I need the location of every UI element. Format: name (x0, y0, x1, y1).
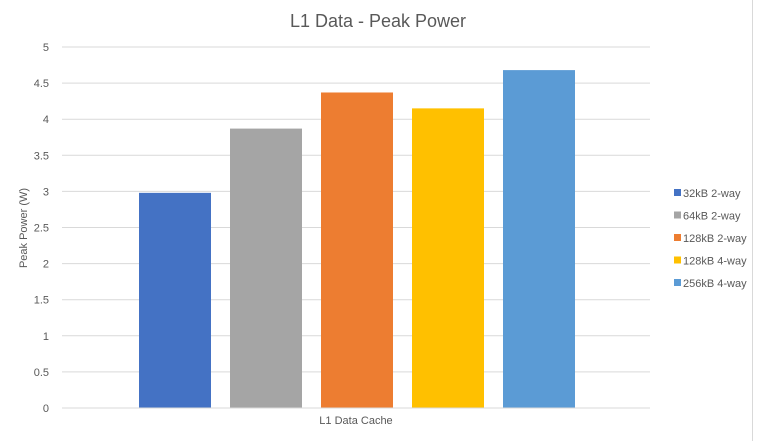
legend-label: 256kB 4-way (683, 278, 747, 290)
legend: 32kB 2-way 64kB 2-way 128kB 2-way 128kB 4-w… (674, 188, 747, 290)
x-axis-title: L1 Data Cache (319, 415, 392, 427)
y-tick-label: 3.5 (34, 150, 49, 162)
window-edge (752, 0, 761, 441)
bar-256kb-4-way (503, 70, 575, 408)
legend-swatch (674, 256, 681, 264)
y-tick-label: 3 (43, 186, 49, 198)
y-tick-label: 1 (43, 331, 49, 343)
y-tick-label: 0.5 (34, 367, 49, 379)
y-tick-label: 2 (43, 259, 49, 271)
y-tick-label: 5 (43, 42, 49, 54)
legend-label: 64kB 2-way (683, 211, 741, 223)
legend-swatch (674, 211, 681, 219)
chart-title: L1 Data - Peak Power (290, 11, 466, 31)
y-tick-label: 4.5 (34, 78, 49, 90)
y-tick-label: 4 (43, 114, 49, 126)
legend-label: 128kB 2-way (683, 233, 747, 245)
bars (139, 70, 575, 409)
y-tick-label: 1.5 (34, 295, 49, 307)
y-axis-title: Peak Power (W) (18, 188, 30, 268)
bar-64kb-2-way (230, 128, 302, 408)
bar-128kb-4-way (412, 108, 484, 409)
bar-32kb-2-way (139, 192, 211, 408)
legend-swatch (674, 189, 681, 196)
legend-label: 32kB 2-way (683, 188, 741, 200)
y-tick-label: 2.5 (34, 223, 49, 235)
y-axis-ticks: 0 0.5 1 1.5 2 2.5 3 3.5 4 4.5 5 (34, 42, 49, 415)
bar-128kb-2-way (321, 92, 393, 409)
legend-swatch (674, 279, 681, 286)
legend-label: 128kB 4-way (683, 256, 747, 268)
legend-swatch (674, 234, 681, 241)
y-tick-label: 0 (43, 403, 49, 415)
